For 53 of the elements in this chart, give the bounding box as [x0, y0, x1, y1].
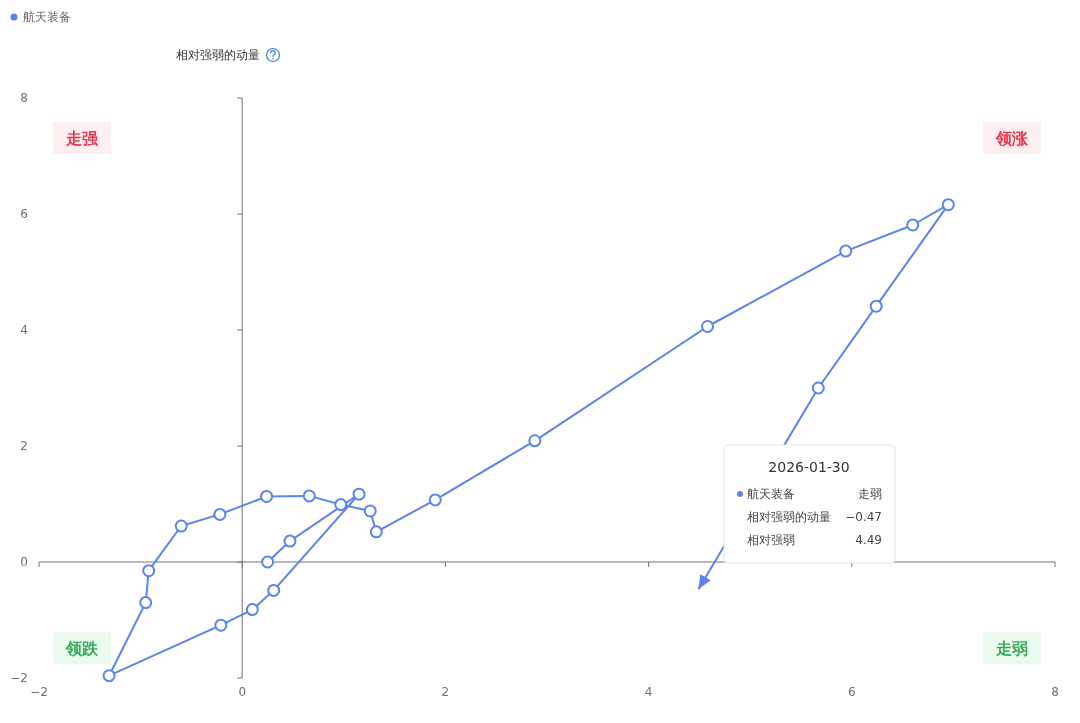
point	[701, 320, 715, 334]
y-tick-label: −2	[10, 671, 28, 685]
y-axis-title: 相对强弱的动量	[176, 48, 260, 62]
point	[174, 519, 188, 533]
x-tick-label: 8	[1051, 685, 1059, 699]
x-tick-label: 0	[238, 685, 247, 699]
point	[102, 669, 116, 683]
point	[352, 487, 366, 501]
y-tick-label: 6	[20, 207, 28, 221]
x-tick-label: 2	[441, 685, 450, 699]
x-tick-label: 4	[644, 685, 653, 699]
point	[811, 381, 825, 395]
annotation: 走强	[65, 129, 99, 148]
x-tick-label: −2	[30, 685, 48, 699]
point	[245, 603, 259, 617]
y-tick-label: 8	[20, 91, 28, 105]
point	[839, 244, 853, 258]
point	[283, 534, 297, 548]
annotation: 走弱	[995, 639, 1028, 658]
y-tick-label: 2	[20, 439, 28, 453]
quadrant-label: 领涨	[983, 122, 1041, 154]
point	[214, 618, 228, 632]
point	[363, 504, 377, 518]
point	[906, 218, 920, 232]
legend-label: 航天装备	[23, 10, 71, 24]
point	[260, 489, 274, 503]
annotation: −0.47	[845, 510, 882, 524]
annotation: 4.49	[855, 533, 882, 547]
annotation: 领涨	[995, 129, 1029, 148]
annotation: 领跌	[65, 639, 99, 658]
point	[142, 564, 156, 578]
y-tick-label: 4	[20, 323, 28, 337]
annotation: 航天装备	[747, 487, 795, 501]
point	[869, 299, 883, 313]
y-tick-label: 0	[20, 555, 28, 569]
quadrant-label: 走强	[53, 122, 111, 154]
point	[139, 596, 153, 610]
annotation: 相对强弱的动量	[747, 510, 831, 524]
quadrant-label: 走弱	[983, 632, 1041, 664]
annotation: 2026-01-30	[768, 459, 850, 475]
x-tick-label: 6	[847, 685, 856, 699]
point	[941, 198, 955, 212]
point	[302, 489, 316, 503]
annotation: 相对强弱	[747, 533, 795, 547]
annotation: 走弱	[858, 487, 882, 501]
point	[428, 493, 442, 507]
point	[267, 583, 281, 597]
point	[213, 507, 227, 521]
point	[334, 498, 348, 512]
quadrant-label: 领跌	[53, 632, 111, 664]
point	[261, 555, 275, 569]
point	[528, 434, 542, 448]
point	[369, 525, 383, 539]
